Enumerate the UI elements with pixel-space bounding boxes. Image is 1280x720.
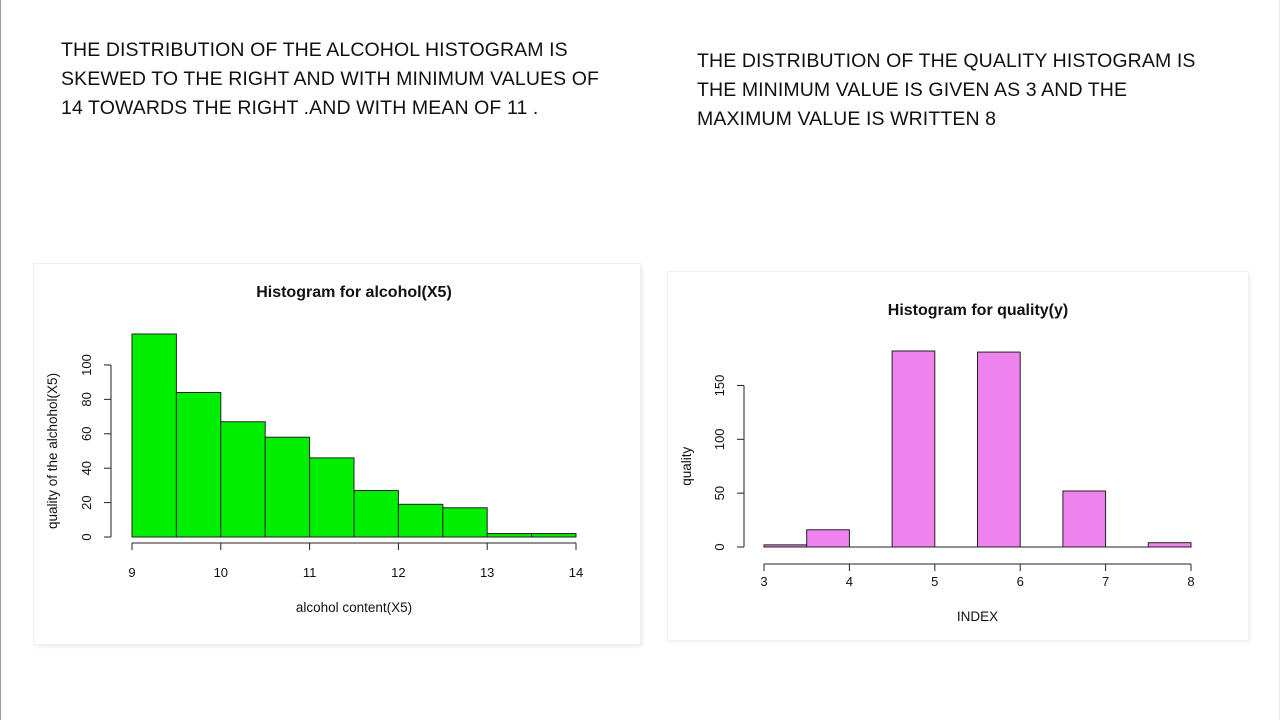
y-tick-label: 100 <box>712 428 727 450</box>
x-tick-label: 12 <box>391 565 405 580</box>
alcohol-description-text: THE DISTRIBUTION OF THE ALCOHOL HISTOGRA… <box>61 39 600 119</box>
y-tick-label: 40 <box>79 461 94 475</box>
y-tick-label: 100 <box>79 354 94 376</box>
x-tick-label: 14 <box>569 565 583 580</box>
histogram-bar <box>353 490 399 538</box>
alcohol-histogram-chart: Histogram for alcohol(X5) 9 10 11 12 13 14 alco… <box>45 284 583 615</box>
y-tick-label: 20 <box>79 495 94 509</box>
y-tick-label: 0 <box>79 533 94 540</box>
y-axis-label: quality of the alchohol(X5) <box>45 373 60 529</box>
slide-left-border <box>0 0 1 720</box>
y-tick-label: 0 <box>712 543 727 550</box>
x-tick-label: 5 <box>931 574 938 589</box>
x-tick-label: 8 <box>1187 574 1194 589</box>
histogram-bar <box>220 421 266 538</box>
x-tick-label: 10 <box>214 565 228 580</box>
x-tick-label: 4 <box>846 574 853 589</box>
x-tick-label: 6 <box>1017 574 1024 589</box>
histogram-bar <box>1147 542 1192 548</box>
quality-histogram-panel: Histogram for quality(y) 3 4 5 6 7 8 INDEX 0 50 10… <box>668 272 1248 640</box>
x-tick-label: 9 <box>128 565 135 580</box>
y-tick-label: 150 <box>712 375 727 397</box>
x-axis-label: INDEX <box>957 609 998 624</box>
x-tick-label: 11 <box>303 565 317 580</box>
histogram-bar <box>397 503 444 538</box>
histogram-bar <box>763 544 808 548</box>
chart-title: Histogram for alcohol(X5) <box>256 284 452 301</box>
y-axis-label: quality <box>679 446 694 485</box>
histogram-bar <box>264 436 311 538</box>
x-tick-label: 7 <box>1102 574 1109 589</box>
histogram-bar <box>486 533 533 538</box>
alcohol-histogram-panel: Histogram for alcohol(X5) 9 10 11 12 13 14 alco… <box>34 264 640 644</box>
histogram-bar <box>977 351 1021 548</box>
histogram-bar <box>531 533 577 538</box>
histogram-bar <box>806 529 850 548</box>
quality-histogram-chart: Histogram for quality(y) 3 4 5 6 7 8 INDEX 0 50 10… <box>679 302 1195 624</box>
histogram-bar <box>309 457 355 538</box>
y-tick-label: 80 <box>79 392 94 406</box>
y-tick-label: 50 <box>712 486 727 500</box>
histogram-bar <box>891 350 936 548</box>
histogram-bar <box>1062 490 1107 548</box>
quality-description-text: THE DISTRIBUTION OF THE QUALITY HISTOGRA… <box>697 50 1196 130</box>
chart-title: Histogram for quality(y) <box>888 302 1068 319</box>
x-axis-label: alcohol content(X5) <box>296 600 412 615</box>
histogram-bar <box>175 391 222 538</box>
y-tick-label: 60 <box>79 427 94 441</box>
histogram-bar <box>442 507 488 538</box>
histogram-bar <box>131 333 177 538</box>
x-tick-label: 13 <box>480 565 494 580</box>
x-tick-label: 3 <box>760 574 767 589</box>
